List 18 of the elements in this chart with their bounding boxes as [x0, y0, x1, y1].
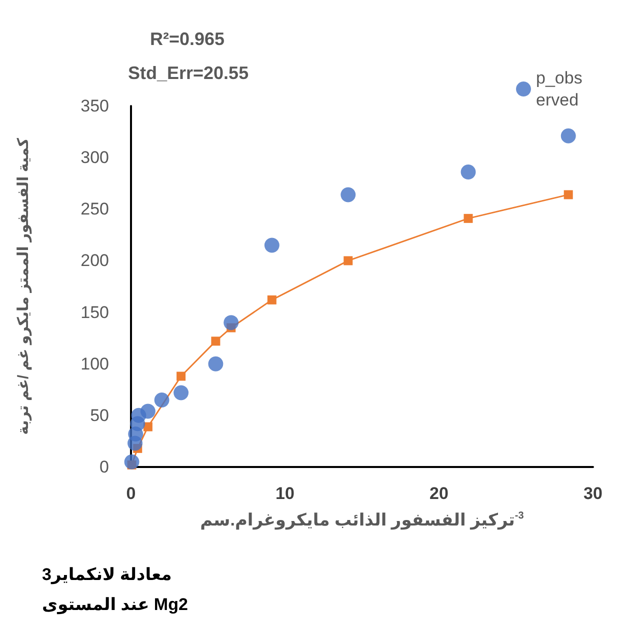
legend-label: p_observed: [536, 68, 582, 110]
y-tick-label: 200: [80, 251, 109, 270]
text: R²=0.965: [150, 29, 225, 49]
x-tick-label: 30: [584, 484, 602, 503]
y-axis-title: كمية الفسفور الممتز مايكرو غم /غم تربة: [15, 138, 32, 435]
y-tick-label: 350: [80, 96, 109, 116]
text: عند المستوى Mg2: [42, 595, 188, 615]
y-tick-label: 250: [80, 200, 109, 219]
x-tick-label: 10: [276, 484, 294, 503]
y-tick-label: 150: [80, 302, 109, 322]
text: Std_Err=20.55: [128, 63, 249, 83]
y-tick-label: 300: [80, 148, 109, 168]
text: معادلة لانكماير3: [42, 565, 172, 585]
y-tick-label: 50: [90, 406, 109, 425]
y-tick-label: 0: [100, 458, 109, 476]
x-tick-label: 0: [126, 484, 136, 503]
y-tick-label: 100: [80, 354, 109, 374]
x-tick-label: 20: [430, 484, 448, 503]
